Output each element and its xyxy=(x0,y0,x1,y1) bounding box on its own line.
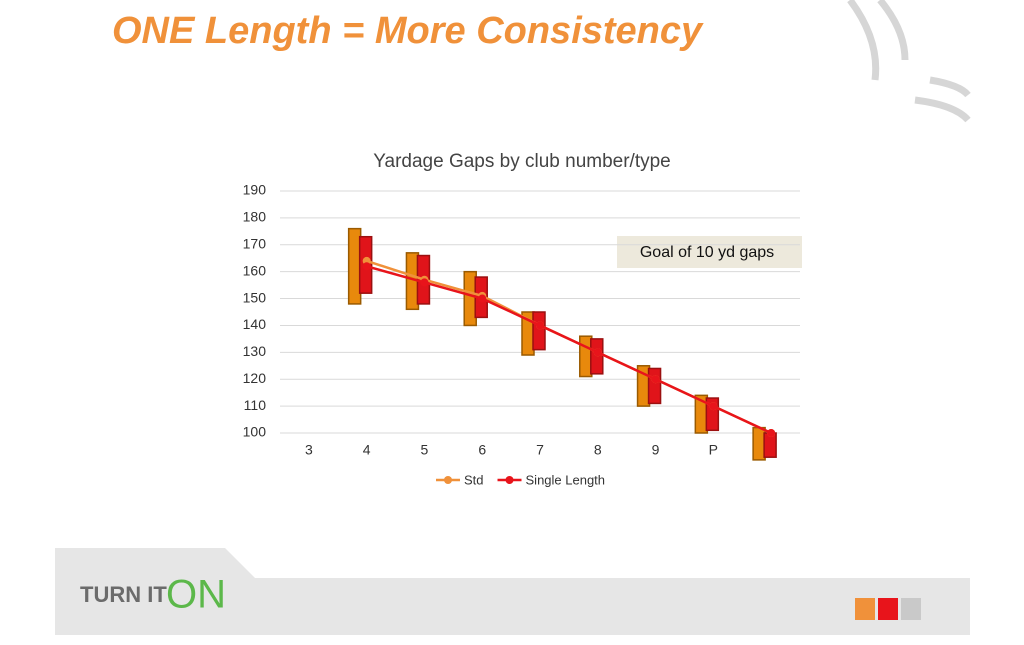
point xyxy=(478,294,487,303)
range-box xyxy=(752,426,766,461)
decor-arcs xyxy=(847,0,971,123)
point xyxy=(651,375,660,384)
y-tick-label: 150 xyxy=(243,289,267,305)
y-tick-label: 120 xyxy=(243,370,267,386)
logo-icon xyxy=(901,598,921,620)
logo-icon xyxy=(878,598,898,620)
x-tick-label: 5 xyxy=(421,442,429,458)
slide-title: ONE Length = More Consistency xyxy=(112,10,704,52)
y-tick-label: 190 xyxy=(243,182,267,198)
chart-title: Yardage Gaps by club number/type xyxy=(373,151,671,172)
y-tick-label: 100 xyxy=(243,424,267,440)
brand: TURN IT xyxy=(80,582,167,607)
y-tick-label: 130 xyxy=(243,343,267,359)
annotation-box xyxy=(617,236,802,268)
x-tick-label: 8 xyxy=(594,442,602,458)
y-tick-label: 160 xyxy=(243,262,267,278)
legend-label: Std xyxy=(464,472,484,487)
x-tick-label: P xyxy=(709,442,718,458)
point xyxy=(593,348,602,357)
y-tick-label: 110 xyxy=(244,397,267,413)
point xyxy=(420,278,429,287)
x-tick-label: 3 xyxy=(305,442,313,458)
y-tick-label: 180 xyxy=(243,209,267,225)
legend-marker xyxy=(505,476,514,484)
legend-marker xyxy=(444,476,452,484)
arc xyxy=(847,0,880,81)
range-box xyxy=(532,311,546,351)
point xyxy=(536,321,544,330)
arc xyxy=(877,0,909,61)
x-tick-label: 9 xyxy=(652,442,660,458)
range-box xyxy=(579,335,593,378)
range-box xyxy=(590,338,604,375)
range-box xyxy=(463,270,477,327)
y-tick-label: 140 xyxy=(243,316,267,332)
x-tick-label: 4 xyxy=(363,442,371,458)
footer-band xyxy=(55,548,970,635)
x-tick-label: 7 xyxy=(536,442,544,458)
point xyxy=(709,402,718,411)
x-tick-label: 6 xyxy=(478,442,486,458)
logo-icon xyxy=(855,598,875,620)
range-box xyxy=(647,367,662,405)
point xyxy=(362,262,371,271)
brand-accent: ON xyxy=(166,573,226,617)
point xyxy=(767,429,776,437)
range-box xyxy=(347,227,362,305)
series-line xyxy=(366,265,772,435)
legend-label: Single Length xyxy=(526,472,606,487)
arc xyxy=(914,96,971,123)
y-tick-label: 170 xyxy=(243,235,267,251)
annotation: Goal of 10 yd gaps xyxy=(640,244,774,261)
arc xyxy=(929,76,971,98)
